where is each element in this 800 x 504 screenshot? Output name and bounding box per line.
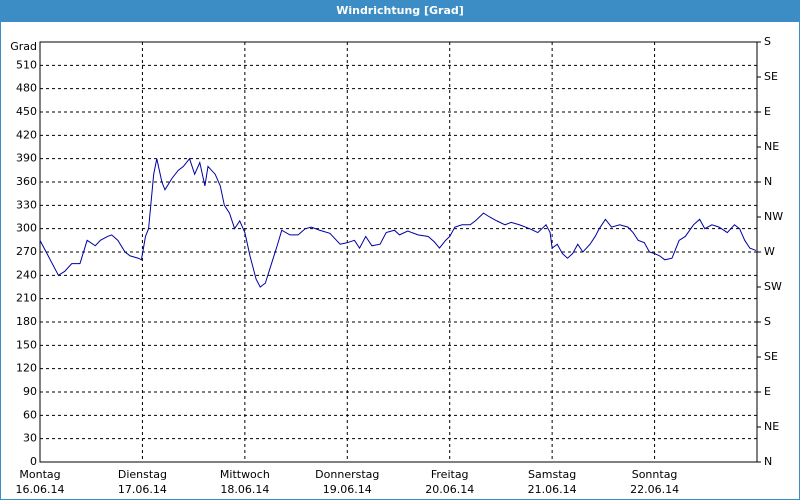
x-tick-label: Dienstag [118, 468, 167, 481]
y-tick-label: 90 [23, 385, 37, 398]
x-tick-label: Mittwoch [220, 468, 270, 481]
y2-tick-label: N [764, 455, 772, 468]
y-tick-label: 270 [16, 245, 37, 258]
y2-tick-label: NE [764, 420, 779, 433]
x-tick-label: Freitag [431, 468, 469, 481]
x-tick-date: 16.06.14 [16, 483, 65, 496]
y2-tick-label: SW [764, 280, 782, 293]
title-bar [0, 0, 800, 22]
y-tick-label: 510 [16, 58, 37, 71]
x-tick-date: 20.06.14 [425, 483, 474, 496]
y2-tick-label: E [764, 385, 771, 398]
y-tick-label: 180 [16, 315, 37, 328]
y-tick-label: 30 [23, 432, 37, 445]
y-tick-label: 330 [16, 198, 37, 211]
x-tick-label: Montag [19, 468, 60, 481]
y-tick-label: 450 [16, 105, 37, 118]
y-tick-label: 240 [16, 268, 37, 281]
y2-tick-label: E [764, 105, 771, 118]
x-tick-date: 19.06.14 [323, 483, 372, 496]
y2-tick-label: S [764, 35, 771, 48]
y-tick-label: 120 [16, 362, 37, 375]
y2-tick-label: SE [764, 350, 778, 363]
x-tick-date: 18.06.14 [220, 483, 269, 496]
y2-tick-label: N [764, 175, 772, 188]
y-tick-label: 390 [16, 152, 37, 165]
y-tick-label: 210 [16, 292, 37, 305]
x-tick-date: 21.06.14 [528, 483, 577, 496]
chart-title: Windrichtung [Grad] [336, 4, 464, 17]
y2-tick-label: SE [764, 70, 778, 83]
x-tick-date: 22.06.14 [630, 483, 679, 496]
y-tick-label: 300 [16, 222, 37, 235]
data-line [39, 157, 757, 288]
y-axis-label: Grad [10, 40, 37, 53]
y-tick-label: 150 [16, 338, 37, 351]
x-tick-date: 17.06.14 [118, 483, 167, 496]
y2-tick-label: W [764, 245, 775, 258]
y2-tick-label: NE [764, 140, 779, 153]
y-tick-label: 60 [23, 408, 37, 421]
y2-tick-label: S [764, 315, 771, 328]
y2-tick-label: NW [764, 210, 783, 223]
x-tick-label: Sonntag [632, 468, 678, 481]
y-tick-label: 0 [30, 455, 37, 468]
x-tick-label: Donnerstag [315, 468, 379, 481]
x-tick-label: Samstag [528, 468, 576, 481]
y-tick-label: 360 [16, 175, 37, 188]
y-tick-label: 420 [16, 128, 37, 141]
y-tick-label: 480 [16, 82, 37, 95]
